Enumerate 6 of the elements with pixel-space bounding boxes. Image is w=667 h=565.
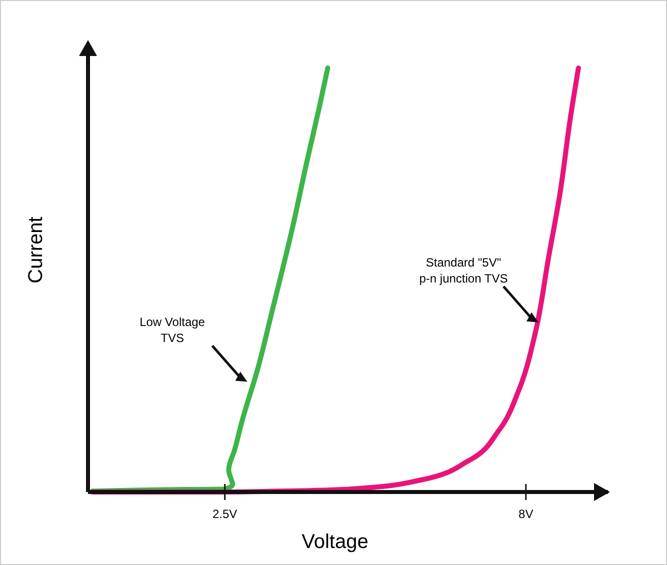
annotation: Standard "5V" p-n junction TVS	[419, 255, 508, 286]
y-axis-title: Current	[25, 216, 47, 284]
x-tick-label: 8V	[518, 507, 534, 521]
x-axis-title: Voltage	[302, 531, 368, 553]
annotation: Low Voltage TVS	[140, 314, 206, 345]
x-tick-label: 2.5V	[212, 507, 238, 521]
